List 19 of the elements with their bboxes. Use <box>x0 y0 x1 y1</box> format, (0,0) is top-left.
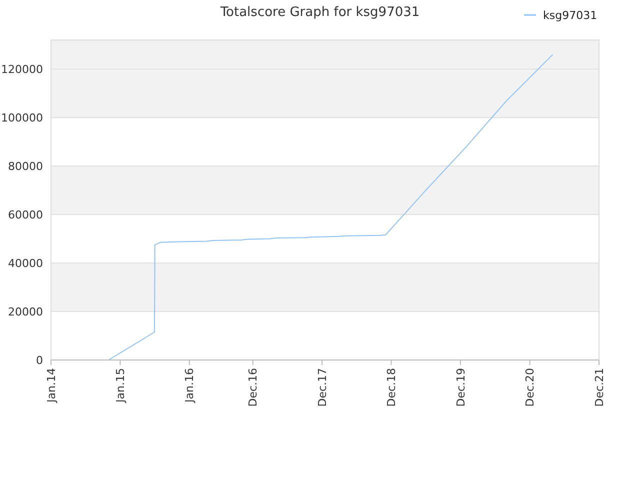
y-tick-label: 120000 <box>1 62 43 76</box>
x-tick-label: Dec.20 <box>524 368 537 407</box>
y-tick-label: 100000 <box>1 111 43 124</box>
line-series <box>108 54 554 360</box>
legend-label: ksg97031 <box>543 8 598 22</box>
x-tick-label: Dec.17 <box>316 368 329 407</box>
y-tick-label: 0 <box>36 354 43 367</box>
y-tick-label: 80000 <box>8 160 43 173</box>
y-tick-label: 20000 <box>8 305 43 318</box>
y-tick-label: 40000 <box>8 256 43 270</box>
x-tick-label: Jan.16 <box>183 368 196 404</box>
x-tick-label: Dec.21 <box>592 368 606 407</box>
x-tick-label: Dec.19 <box>454 368 468 407</box>
chart-title: Totalscore Graph for ksg97031 <box>219 5 420 20</box>
x-tick-label: Dec.16 <box>246 368 260 407</box>
y-tick-label: 60000 <box>8 208 43 222</box>
x-tick-label: Jan.15 <box>114 368 128 404</box>
x-tick-label: Jan.14 <box>44 368 58 404</box>
x-tick-label: Dec.18 <box>385 368 398 407</box>
